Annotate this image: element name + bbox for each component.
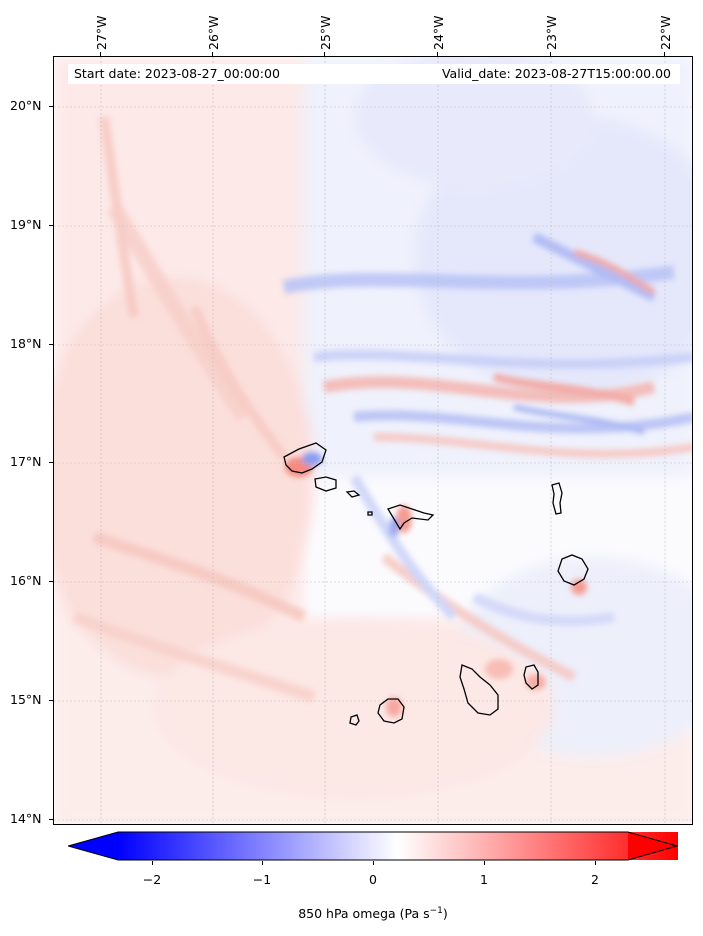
colorbar-tick [595,861,596,865]
colorbar-tick-label: 0 [369,872,377,887]
omega-field [54,57,692,824]
island-sao-nicolau [387,504,435,531]
colorbar-tick [152,861,153,865]
lon-label-22w: 22°W [658,15,673,50]
colorbar-tick [484,861,485,865]
lat-label-19n: 19°N [10,217,42,232]
colorbar-min-extend [68,831,119,861]
lon-tick [324,52,325,56]
lat-tick [49,700,53,701]
colorbar-tick-label: −2 [142,872,162,887]
colorbar-label-sup: −1 [429,906,443,916]
lon-label-23w: 23°W [544,15,559,50]
lat-tick [49,225,53,226]
map-panel [53,56,693,825]
island-maio [523,664,539,690]
lat-label-18n: 18°N [10,336,42,351]
lat-tick [49,819,53,820]
lat-label-16n: 16°N [10,573,42,588]
graticule [54,57,692,824]
colorbar-label: 850 hPa omega (Pa s−1) [0,906,703,921]
island-fogo [377,698,405,724]
colorbar-tick-label: −1 [252,872,272,887]
island-boa-vista [557,554,589,586]
island-santiago [459,664,499,716]
island-brava [349,714,360,726]
lon-tick [100,52,101,56]
lon-tick [437,52,438,56]
colorbar-tick [373,861,374,865]
colorbar-label-text: 850 hPa omega (Pa s [298,906,430,922]
lat-tick [49,344,53,345]
lon-label-27w: 27°W [94,15,109,50]
lon-tick [212,52,213,56]
colorbar-tick-label: 2 [591,872,599,887]
coastlines [283,442,589,726]
lat-label-14n: 14°N [10,811,42,826]
lat-label-15n: 15°N [10,692,42,707]
colorbar-gradient [118,832,678,860]
colorbar-max-extend [627,831,678,861]
colorbar-tick-label: 1 [480,872,488,887]
valid-date-text: Valid_date: 2023-08-27T15:00:00.00 [441,66,671,81]
island-sal [551,482,563,515]
lat-label-20n: 20°N [10,98,42,113]
island-santo-antao [283,442,327,474]
lon-tick [664,52,665,56]
island-branco [367,511,373,516]
start-date-text: Start date: 2023-08-27_00:00:00 [74,66,280,81]
lon-tick [550,52,551,56]
lat-tick [49,106,53,107]
island-sao-vicente [314,476,337,492]
lon-label-26w: 26°W [206,15,221,50]
colorbar [68,831,678,861]
island-santa-luzia [345,490,361,498]
colorbar-tick [262,861,263,865]
lon-label-25w: 25°W [318,15,333,50]
lat-label-17n: 17°N [10,454,42,469]
lat-tick [49,581,53,582]
colorbar-label-end: ) [442,906,448,922]
lon-label-24w: 24°W [431,15,446,50]
info-box: Start date: 2023-08-27_00:00:00 Valid_da… [68,64,680,84]
lat-tick [49,462,53,463]
